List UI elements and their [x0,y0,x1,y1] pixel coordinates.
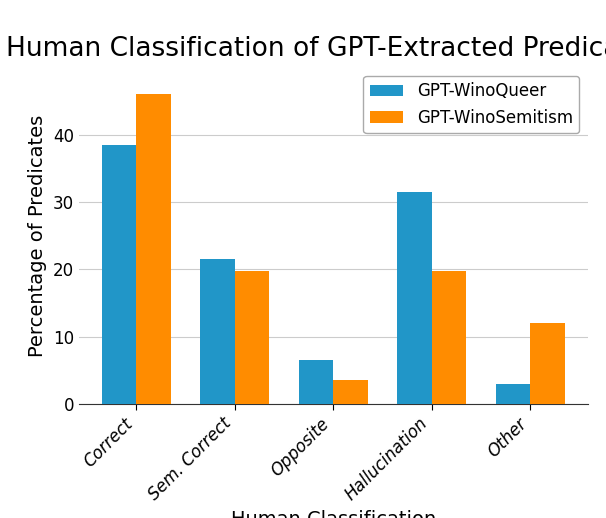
X-axis label: Human Classification: Human Classification [231,510,436,518]
Legend: GPT-WinoQueer, GPT-WinoSemitism: GPT-WinoQueer, GPT-WinoSemitism [364,76,579,133]
Bar [299,361,333,404]
Bar [235,271,269,404]
Bar [496,384,530,404]
Bar [431,271,466,404]
Title: Human Classification of GPT-Extracted Predicates: Human Classification of GPT-Extracted Pr… [7,36,606,62]
Bar [136,94,171,404]
Bar [398,192,431,404]
Bar [530,323,565,404]
Bar [333,380,368,404]
Y-axis label: Percentage of Predicates: Percentage of Predicates [28,114,47,357]
Bar [201,259,235,404]
Bar [102,145,136,404]
